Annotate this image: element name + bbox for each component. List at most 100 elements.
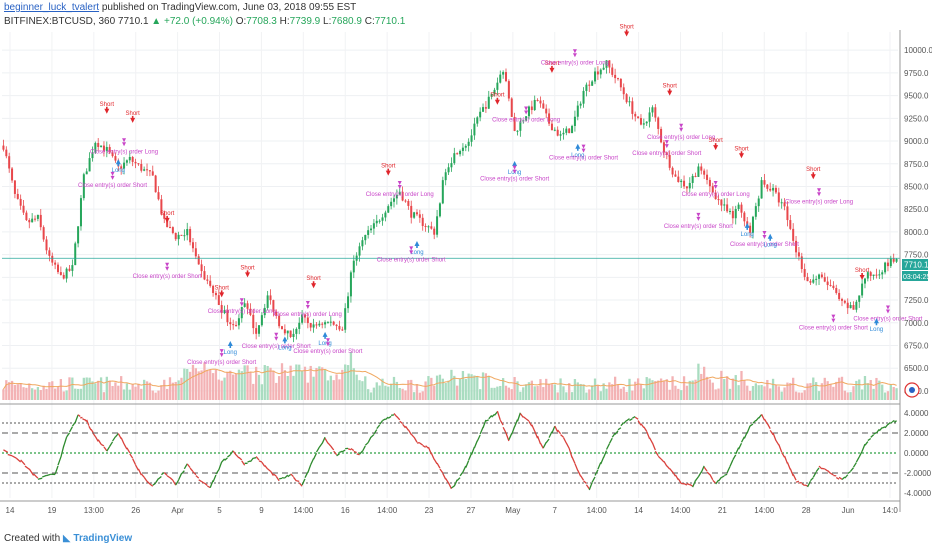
volume-bar [289,365,292,400]
tradingview-brand[interactable]: TradingView [73,533,133,544]
close-marker-icon [572,49,577,58]
candle-body [809,281,812,283]
time-axis[interactable]: 14 19 13:00 26 Apr 5 9 14:00 16 14:00 23 27 May 7 14:0… [6,506,899,515]
volume-bar [731,378,735,400]
volume-bar [728,388,732,400]
price-tick-label: 10000.0 [904,46,932,55]
volume-bar [410,379,413,400]
volume-bar [743,379,746,400]
candle-body [628,101,631,103]
candle-body [321,323,324,325]
candle-body [694,175,697,177]
volume-bar [338,379,341,400]
candle-body [25,212,28,221]
volume-bar [757,385,760,400]
long-arrow-icon [873,318,879,326]
volume-bar [619,388,623,400]
volume-bar [881,384,884,400]
volume-bar [19,383,22,400]
oscillator-axis[interactable]: 4.0000 2.0000 0.0000 -2.0000 -4.0000 [904,409,932,498]
volume-bar [688,380,691,400]
volume-bar [389,383,393,400]
candle-body [286,330,289,334]
long-signal-label: Long [764,243,777,249]
candle-body [100,145,103,147]
oscillator-segment [603,450,608,458]
candle-body [338,326,341,330]
oscillator-segment [761,414,766,421]
candle-body [166,218,169,228]
candle-body [657,117,660,129]
volume-bar [323,369,327,400]
close-signal-label: Close entry(s) order Long [274,312,342,318]
created-with-text: Created with [4,533,61,544]
oscillator-segment [296,480,300,483]
oscillator-segment [623,419,628,424]
volume-bar [677,388,680,400]
candle-body [777,192,780,203]
oscillator-segment [57,456,62,466]
oscillator-segment [382,418,386,422]
volume-bar [599,391,602,400]
volume-bar [341,369,344,400]
volume-bar [852,386,855,400]
oscillator-segment [614,430,619,435]
oscillator-segment [657,455,662,460]
short-arrow-icon [164,215,170,223]
volume-bar [875,377,878,400]
volume-bar [122,389,126,400]
alert-icon[interactable] [904,382,920,398]
close-signal-label: Close entry(s) order Short [730,242,799,248]
candle-body [639,118,642,125]
candle-body [292,333,295,337]
volume-bar [539,379,542,400]
volume-bar [120,376,123,400]
oscillator-segment [536,435,542,445]
candle-body [240,306,243,319]
candle-body [125,160,128,163]
short-signal-label: Short [490,93,505,99]
close-marker-icon [110,171,115,180]
oscillator-segment [795,480,800,483]
oscillator-segment [629,418,633,422]
volume-bar [579,383,582,400]
close-marker-icon [274,332,279,341]
close-marker-icon [831,314,836,323]
volume-bar [306,382,309,400]
time-tick-label: 21 [718,506,727,515]
candle-body [740,204,743,213]
long-signal-label: Long [741,232,754,238]
candle-body [774,187,777,193]
oscillator-segment [557,429,562,435]
oscillator-segment [178,473,183,481]
close-signal-label: Close entry(s) order Short [799,326,868,332]
candle-body [401,191,404,201]
volume-bar [318,366,321,400]
volume-bar [464,378,467,400]
oscillator-segment [301,478,306,486]
candle-body [720,199,723,206]
long-arrow-icon [512,161,518,169]
volume-bar [458,378,462,400]
author-link[interactable]: beginner_luck_tvalert [4,2,100,13]
oscillator-segment [646,431,651,439]
volume-bar [206,369,209,400]
oscillator-segment [310,458,315,465]
volume-bar [191,364,195,400]
candle-body [548,113,551,124]
candle-body [484,107,487,109]
candle-body [634,113,637,117]
volume-bar [771,378,775,400]
price-axis[interactable]: 6250.06500.06750.07000.07250.07500.07750… [904,46,932,396]
volume-bar [352,368,355,400]
oscillator-segment [399,420,404,425]
long-arrow-icon [414,240,420,248]
volume-bar [378,385,381,400]
volume-bar [272,370,275,400]
volume-bar [22,387,25,400]
time-tick-label: 9 [259,506,264,515]
candle-body [88,158,91,172]
volume-bar [275,382,278,400]
candle-body [258,325,261,334]
